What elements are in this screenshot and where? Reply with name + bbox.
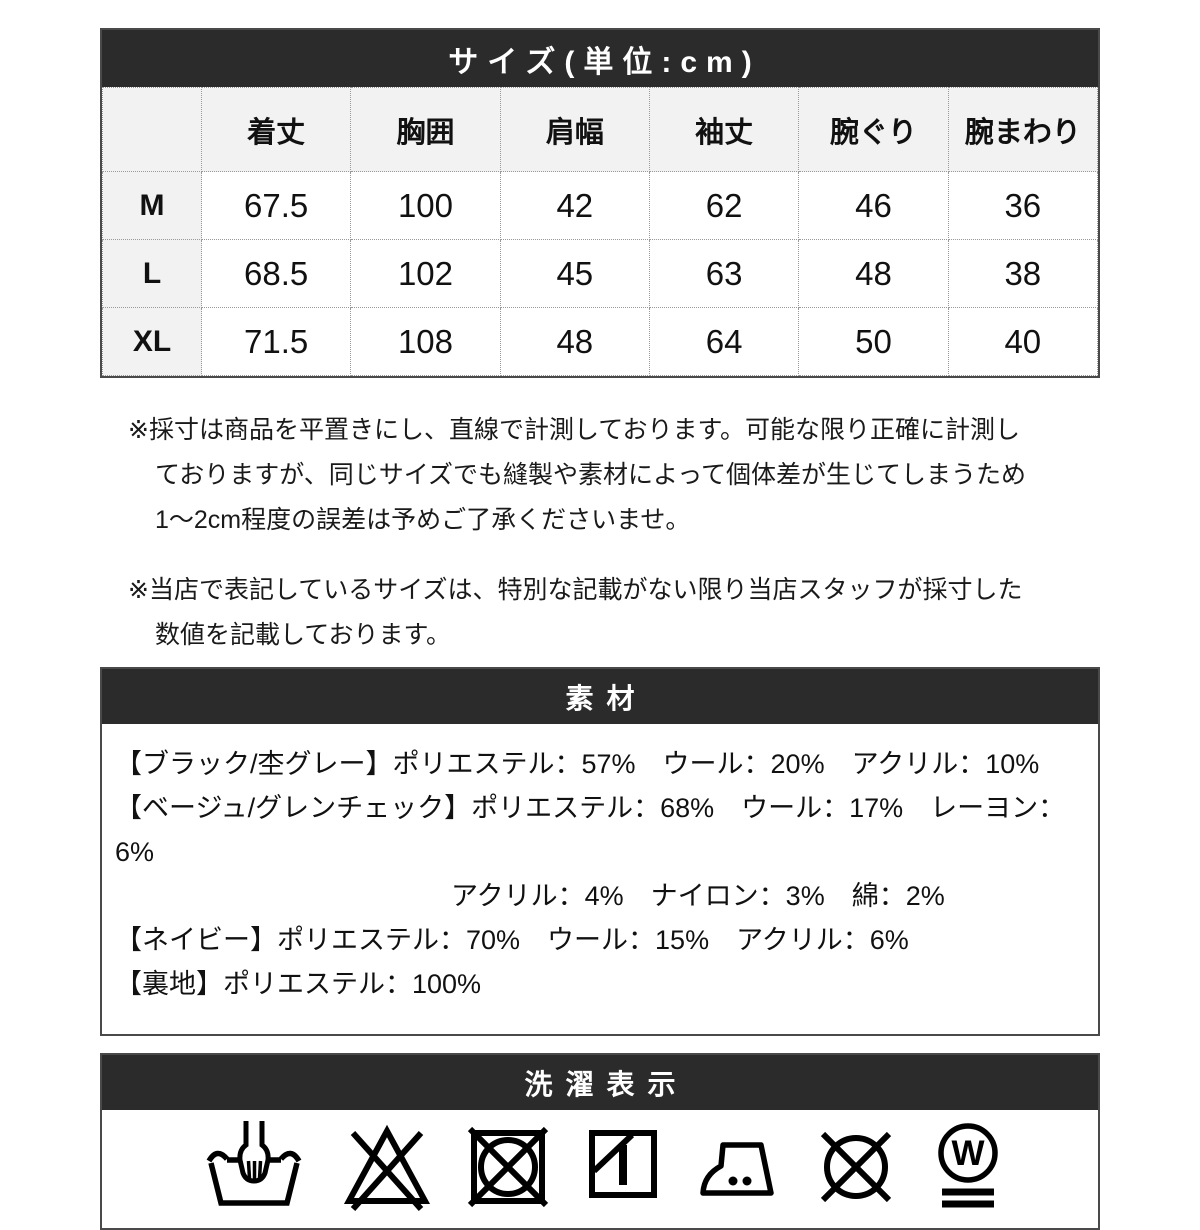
size-table-section: サイズ(単位:cm) 着丈 胸囲 肩幅 袖丈 腕ぐり 腕まわり M 67.5 [100, 28, 1100, 378]
size-table: 着丈 胸囲 肩幅 袖丈 腕ぐり 腕まわり M 67.5 100 42 62 46… [102, 87, 1099, 376]
size-value: 46 [798, 171, 949, 240]
corner-cell [102, 87, 202, 172]
do-not-bleach-icon [343, 1124, 430, 1212]
material-line-navy: 【ネイビー】ポリエステル：70% ウール：15% アクリル：6% [115, 925, 909, 955]
size-value: 67.5 [200, 171, 352, 240]
size-table-header-row: 着丈 胸囲 肩幅 袖丈 腕ぐり 腕まわり [102, 87, 1099, 172]
size-label: XL [102, 307, 202, 376]
size-value: 64 [648, 307, 800, 376]
material-line-beige-check-cont: アクリル：4% ナイロン：3% 綿：2% [451, 881, 945, 911]
size-value: 40 [947, 307, 1099, 376]
size-value: 102 [350, 239, 501, 308]
washing-panel-title: 洗濯表示 [102, 1055, 1098, 1110]
col-header-chest: 胸囲 [350, 87, 501, 172]
iron-medium-icon [699, 1142, 774, 1196]
wet-clean-gentle-icon: W [938, 1123, 998, 1208]
material-line-lining: 【裏地】ポリエステル：100% [115, 969, 482, 999]
size-value: 68.5 [200, 239, 352, 308]
size-notation-note: ※当店で表記しているサイズは、特別な記載がない限り当店スタッフが採寸した 数値を… [128, 576, 1023, 649]
col-header-armhole: 腕ぐり [798, 87, 949, 172]
measurement-note: ※採寸は商品を平置きにし、直線で計測しております。可能な限り正確に計測し ており… [128, 416, 1027, 534]
size-value: 62 [648, 171, 800, 240]
size-value: 48 [499, 307, 650, 376]
col-header-sleeve: 袖丈 [648, 87, 800, 172]
hand-wash-icon [206, 1121, 302, 1206]
material-panel-title: 素材 [102, 669, 1098, 724]
size-value: 36 [947, 171, 1099, 240]
size-value: 48 [798, 239, 949, 308]
size-value: 45 [499, 239, 650, 308]
material-line-beige-check: 【ベージュ/グレンチェック】ポリエステル：68% ウール：17% レーヨン：6% [115, 793, 1066, 867]
size-value: 38 [947, 239, 1099, 308]
col-header-shoulder: 肩幅 [499, 87, 650, 172]
size-value: 42 [499, 171, 650, 240]
shade-hang-dry-icon [588, 1130, 657, 1198]
table-row-m: M 67.5 100 42 62 46 36 [102, 171, 1099, 240]
table-row-l: L 68.5 102 45 63 48 38 [102, 239, 1099, 308]
col-header-length: 着丈 [200, 87, 352, 172]
wet-clean-letter: W [951, 1134, 984, 1173]
do-not-tumble-dry-icon [468, 1126, 549, 1208]
material-line-black-gray: 【ブラック/杢グレー】ポリエステル：57% ウール：20% アクリル：10% [115, 749, 1040, 779]
size-value: 50 [798, 307, 949, 376]
do-not-dry-clean-icon [821, 1131, 892, 1203]
care-icons-row: W [102, 1110, 1098, 1228]
material-body: 【ブラック/杢グレー】ポリエステル：57% ウール：20% アクリル：10% 【… [102, 724, 1098, 1034]
size-table-title: サイズ(単位:cm) [102, 30, 1098, 87]
size-label: M [102, 171, 202, 240]
material-panel: 素材 【ブラック/杢グレー】ポリエステル：57% ウール：20% アクリル：10… [100, 667, 1100, 1036]
table-row-xl: XL 71.5 108 48 64 50 40 [102, 307, 1099, 376]
size-value: 108 [350, 307, 501, 376]
size-label: L [102, 239, 202, 308]
size-value: 71.5 [200, 307, 352, 376]
size-value: 63 [648, 239, 800, 308]
col-header-arm-circumference: 腕まわり [947, 87, 1099, 172]
washing-panel: 洗濯表示 [100, 1053, 1100, 1230]
size-value: 100 [350, 171, 501, 240]
product-info-sheet: サイズ(単位:cm) 着丈 胸囲 肩幅 袖丈 腕ぐり 腕まわり M 67.5 [100, 0, 1100, 1230]
